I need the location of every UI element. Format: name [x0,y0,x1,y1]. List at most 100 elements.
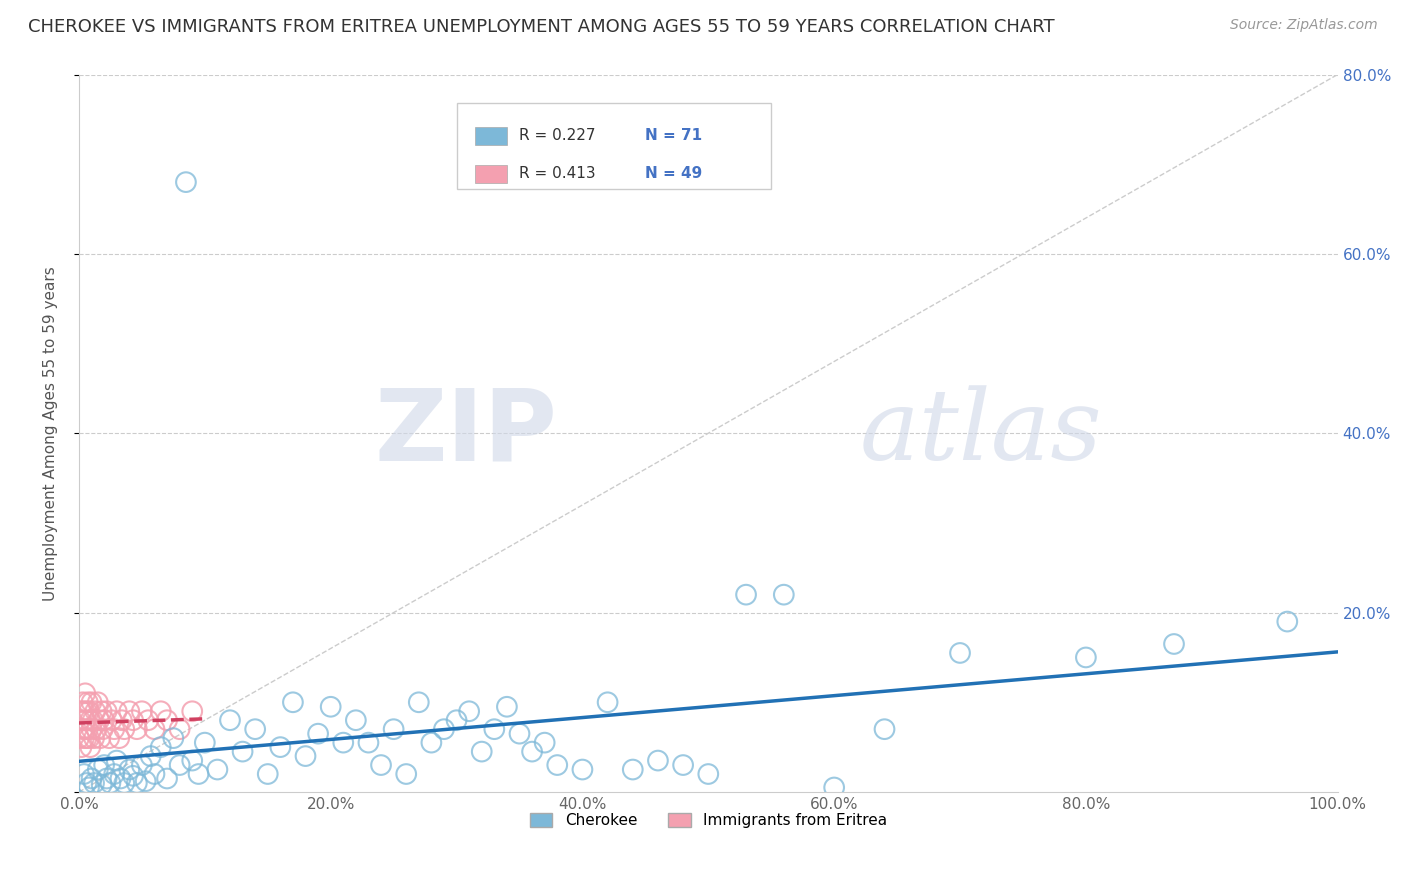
Point [508,726,530,740]
Point [484,722,506,736]
Point [143,767,166,781]
Text: R = 0.227: R = 0.227 [519,128,596,144]
Point [772,588,794,602]
Point [458,704,481,718]
Point [823,780,845,795]
Point [80,722,103,736]
Point [73,704,96,718]
Point [122,713,145,727]
Text: N = 49: N = 49 [645,166,703,181]
Text: Source: ZipAtlas.com: Source: ZipAtlas.com [1230,18,1378,32]
Point [533,736,555,750]
Point [76,731,98,746]
Point [125,776,148,790]
FancyBboxPatch shape [457,103,772,189]
Point [90,778,112,792]
Point [89,731,111,746]
Point [446,713,468,727]
Point [76,722,98,736]
Point [93,713,115,727]
Point [319,699,342,714]
Point [174,175,197,189]
Text: ZIP: ZIP [374,384,557,482]
Point [281,695,304,709]
Point [100,713,122,727]
Point [571,763,593,777]
Point [80,695,103,709]
Point [96,704,118,718]
Point [156,713,179,727]
Point [370,758,392,772]
Point [76,776,98,790]
Text: atlas: atlas [859,385,1102,481]
Point [697,767,720,781]
Point [269,740,291,755]
Point [86,722,108,736]
FancyBboxPatch shape [475,165,508,183]
Point [77,704,100,718]
Point [162,731,184,746]
Point [344,713,367,727]
FancyBboxPatch shape [475,127,508,145]
Point [111,713,134,727]
Point [75,722,97,736]
Point [949,646,972,660]
Point [105,704,128,718]
Point [357,736,380,750]
Point [219,713,242,727]
Point [420,736,443,750]
Point [79,740,101,755]
Point [82,713,104,727]
Point [75,686,97,700]
Point [112,776,135,790]
Legend: Cherokee, Immigrants from Eritrea: Cherokee, Immigrants from Eritrea [523,807,893,835]
Point [520,745,543,759]
Point [596,695,619,709]
Point [112,722,135,736]
Point [98,731,121,746]
Point [70,740,93,755]
Point [72,695,94,709]
Point [647,754,669,768]
Point [77,780,100,795]
Point [118,704,141,718]
Point [546,758,568,772]
Point [76,695,98,709]
Point [79,713,101,727]
Point [131,704,153,718]
Point [87,763,110,777]
Point [307,726,329,740]
Point [382,722,405,736]
Point [332,736,354,750]
Text: R = 0.413: R = 0.413 [519,166,596,181]
Point [77,731,100,746]
Point [76,704,98,718]
Point [621,763,644,777]
Point [125,722,148,736]
Point [187,767,209,781]
Point [156,772,179,786]
Point [73,731,96,746]
Point [131,758,153,772]
Point [1277,615,1299,629]
Point [395,767,418,781]
Point [735,588,758,602]
Point [1074,650,1097,665]
Point [70,704,93,718]
Point [103,722,125,736]
Point [149,740,172,755]
Point [122,769,145,783]
Point [96,772,118,786]
Point [169,758,191,772]
Point [433,722,456,736]
Point [87,713,110,727]
Y-axis label: Unemployment Among Ages 55 to 59 years: Unemployment Among Ages 55 to 59 years [44,266,58,600]
Point [408,695,430,709]
Point [243,722,266,736]
Point [105,754,128,768]
Point [232,745,254,759]
Text: CHEROKEE VS IMMIGRANTS FROM ERITREA UNEMPLOYMENT AMONG AGES 55 TO 59 YEARS CORRE: CHEROKEE VS IMMIGRANTS FROM ERITREA UNEM… [28,18,1054,36]
Point [873,722,896,736]
Point [100,776,122,790]
Point [194,736,217,750]
